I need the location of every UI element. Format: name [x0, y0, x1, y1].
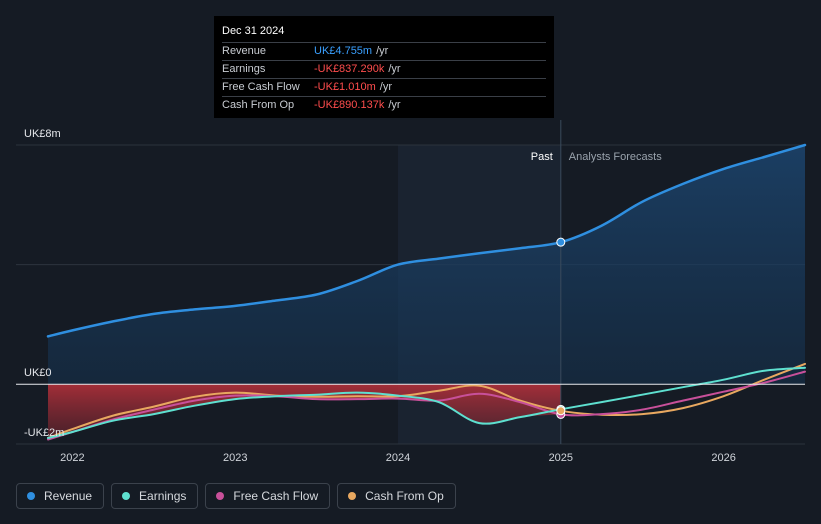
- tooltip-label: Earnings: [222, 63, 266, 75]
- marker-revenue: [556, 237, 566, 247]
- legend-label: Cash From Op: [365, 489, 444, 503]
- tooltip-label: Cash From Op: [222, 99, 295, 111]
- legend-dot-icon: [348, 492, 357, 500]
- tooltip-value: UK£4.755m: [314, 45, 373, 57]
- series-line-cash-from-op: [47, 362, 806, 439]
- tooltip-date: Dec 31 2024: [222, 25, 285, 37]
- revenue-area: [48, 145, 805, 385]
- series-line-free-cash-flow: [47, 370, 806, 441]
- legend-label: Free Cash Flow: [233, 489, 319, 503]
- y-tick-label: UK£0: [24, 367, 52, 379]
- past-label: Past: [531, 151, 553, 163]
- legend-item-free-cash-flow[interactable]: Free Cash Flow: [205, 483, 331, 509]
- tooltip: Dec 31 2024 Revenue UK£4.755m /yr Earnin…: [214, 16, 554, 118]
- tooltip-row-revenue: Revenue UK£4.755m /yr: [222, 42, 546, 60]
- x-tick-label: 2024: [386, 452, 410, 464]
- tooltip-unit: /yr: [388, 99, 401, 111]
- legend-item-earnings[interactable]: Earnings: [111, 483, 199, 509]
- tooltip-value: -UK£837.290k: [314, 63, 385, 75]
- x-tick-label: 2026: [711, 452, 735, 464]
- tooltip-row-cash-from-op: Cash From Op -UK£890.137k /yr: [222, 96, 546, 114]
- series-line-earnings: [47, 366, 806, 439]
- tooltip-unit: /yr: [376, 45, 389, 57]
- x-tick-label: 2023: [223, 452, 247, 464]
- tooltip-unit: /yr: [379, 81, 392, 93]
- marker-cash-from-op: [556, 406, 566, 416]
- tooltip-row-earnings: Earnings -UK£837.290k /yr: [222, 60, 546, 78]
- legend-dot-icon: [27, 492, 35, 500]
- legend-item-cash-from-op[interactable]: Cash From Op: [337, 483, 456, 509]
- legend-dot-icon: [216, 492, 225, 500]
- legend: Revenue Earnings Free Cash Flow Cash Fro…: [16, 483, 456, 509]
- forecast-label: Analysts Forecasts: [569, 151, 662, 163]
- series-line-revenue: [46, 143, 807, 338]
- legend-label: Revenue: [44, 489, 93, 503]
- legend-label: Earnings: [139, 489, 187, 503]
- tooltip-value: -UK£1.010m: [314, 81, 376, 93]
- tooltip-value: -UK£890.137k: [314, 99, 385, 111]
- tooltip-row-free-cash-flow: Free Cash Flow -UK£1.010m /yr: [222, 78, 546, 96]
- x-tick-label: 2022: [60, 452, 84, 464]
- tooltip-label: Free Cash Flow: [222, 81, 300, 93]
- x-tick-label: 2025: [549, 452, 573, 464]
- negative-area: [48, 384, 561, 440]
- tooltip-label: Revenue: [222, 45, 267, 57]
- y-tick-label: UK£8m: [24, 128, 61, 140]
- y-tick-label: -UK£2m: [24, 427, 64, 439]
- legend-dot-icon: [122, 492, 131, 500]
- legend-item-revenue[interactable]: Revenue: [16, 483, 105, 509]
- tooltip-unit: /yr: [388, 63, 401, 75]
